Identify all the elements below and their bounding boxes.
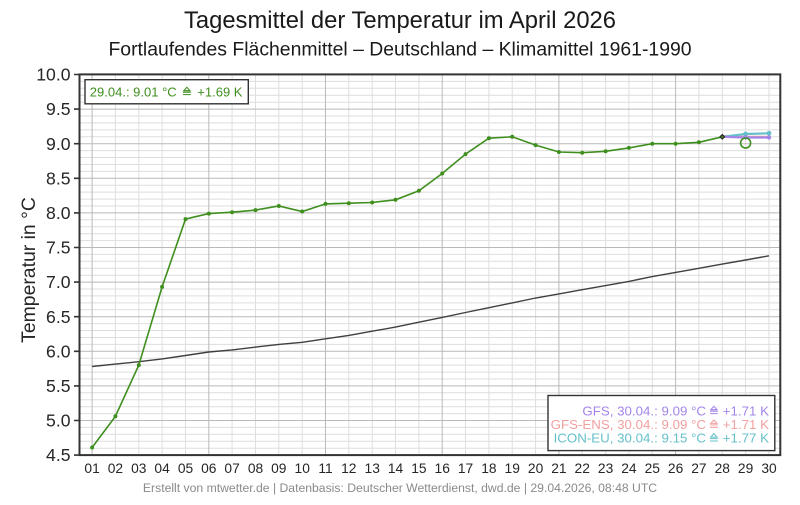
svg-text:19: 19 xyxy=(505,461,521,476)
svg-text:Temperatur in °C: Temperatur in °C xyxy=(18,197,40,343)
svg-text:12: 12 xyxy=(341,461,356,476)
svg-text:9.0: 9.0 xyxy=(46,134,71,154)
svg-text:11: 11 xyxy=(318,461,332,476)
svg-text:27: 27 xyxy=(691,461,706,476)
svg-text:+1.77 K: +1.77 K xyxy=(723,431,769,446)
svg-text:16: 16 xyxy=(435,461,451,476)
svg-text:20: 20 xyxy=(528,461,544,476)
svg-text:30: 30 xyxy=(761,461,777,476)
svg-text:22: 22 xyxy=(575,461,590,476)
svg-text:28: 28 xyxy=(715,461,731,476)
svg-text:07: 07 xyxy=(224,461,239,476)
svg-text:Erstellt von mtwetter.de | Dat: Erstellt von mtwetter.de | Datenbasis: D… xyxy=(143,481,657,495)
svg-text:6.0: 6.0 xyxy=(46,341,71,361)
svg-text:8.0: 8.0 xyxy=(46,203,71,223)
svg-text:GFS-ENS, 30.04.: 9.09 °C: GFS-ENS, 30.04.: 9.09 °C xyxy=(551,417,707,432)
svg-text:5.5: 5.5 xyxy=(46,376,71,396)
svg-text:04: 04 xyxy=(154,461,170,476)
svg-text:05: 05 xyxy=(178,461,194,476)
svg-text:10: 10 xyxy=(295,461,311,476)
svg-text:29.04.: 9.01 °C: 29.04.: 9.01 °C xyxy=(90,84,177,99)
svg-text:Tagesmittel der Temperatur im: Tagesmittel der Temperatur im April 2026 xyxy=(184,7,616,34)
svg-text:9.5: 9.5 xyxy=(46,99,71,119)
svg-text:21: 21 xyxy=(551,461,566,476)
svg-text:8.5: 8.5 xyxy=(46,168,71,188)
svg-text:5.0: 5.0 xyxy=(46,411,71,431)
svg-text:+1.71 K: +1.71 K xyxy=(723,417,769,432)
svg-text:15: 15 xyxy=(411,461,427,476)
svg-text:02: 02 xyxy=(108,461,123,476)
svg-text:29: 29 xyxy=(738,461,754,476)
svg-text:03: 03 xyxy=(131,461,147,476)
svg-text:+1.71 K: +1.71 K xyxy=(723,403,769,418)
svg-text:+1.69 K: +1.69 K xyxy=(197,84,243,99)
svg-text:08: 08 xyxy=(248,461,264,476)
svg-text:25: 25 xyxy=(645,461,661,476)
svg-text:Fortlaufendes Flächenmittel –: Fortlaufendes Flächenmittel – Deutschlan… xyxy=(108,38,691,60)
svg-text:7.5: 7.5 xyxy=(46,238,71,258)
svg-text:4.5: 4.5 xyxy=(46,445,71,465)
svg-text:18: 18 xyxy=(481,461,497,476)
svg-text:01: 01 xyxy=(84,461,99,476)
svg-text:GFS, 30.04.: 9.09 °C: GFS, 30.04.: 9.09 °C xyxy=(582,403,706,418)
svg-text:06: 06 xyxy=(201,461,217,476)
svg-text:26: 26 xyxy=(668,461,684,476)
svg-text:09: 09 xyxy=(271,461,287,476)
svg-text:17: 17 xyxy=(458,461,473,476)
svg-text:14: 14 xyxy=(388,461,404,476)
svg-text:10.0: 10.0 xyxy=(36,65,70,85)
svg-text:ICON-EU, 30.04.: 9.15 °C: ICON-EU, 30.04.: 9.15 °C xyxy=(554,431,707,446)
svg-text:23: 23 xyxy=(598,461,614,476)
svg-text:6.5: 6.5 xyxy=(46,307,71,327)
svg-text:13: 13 xyxy=(365,461,381,476)
svg-text:24: 24 xyxy=(621,461,637,476)
svg-text:7.0: 7.0 xyxy=(46,272,71,292)
